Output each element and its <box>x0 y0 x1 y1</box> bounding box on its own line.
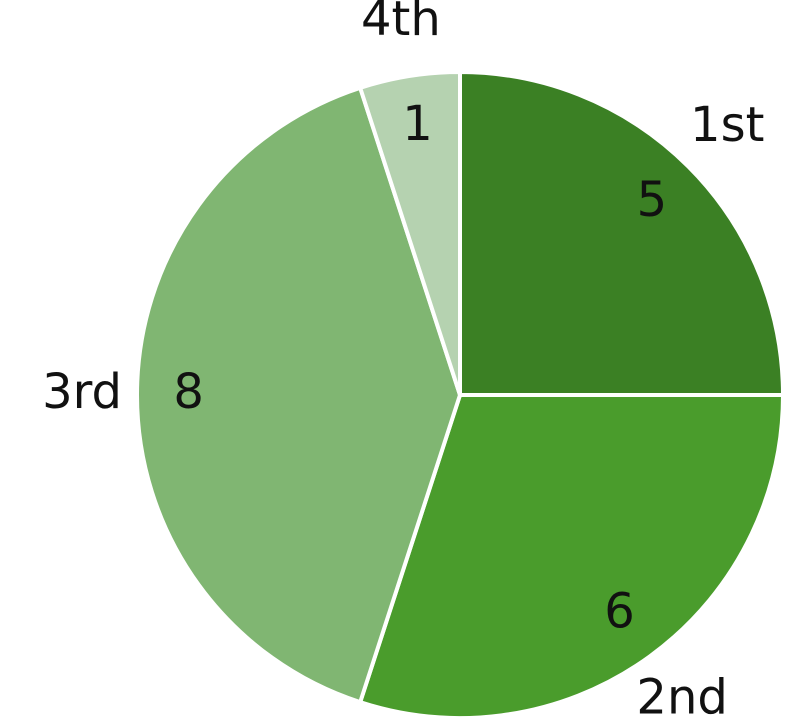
pie-slice <box>358 393 785 718</box>
category-label: 1st <box>690 97 764 153</box>
pie-slice <box>358 70 462 397</box>
value-label: 8 <box>173 364 204 420</box>
value-label: 6 <box>604 584 635 640</box>
value-label: 5 <box>637 172 668 228</box>
category-label: 3rd <box>42 364 122 420</box>
value-label: 1 <box>402 96 433 152</box>
category-label: 4th <box>361 0 441 47</box>
pie-slice <box>458 70 785 397</box>
pie-slice <box>135 85 462 705</box>
category-label: 2nd <box>636 670 727 718</box>
